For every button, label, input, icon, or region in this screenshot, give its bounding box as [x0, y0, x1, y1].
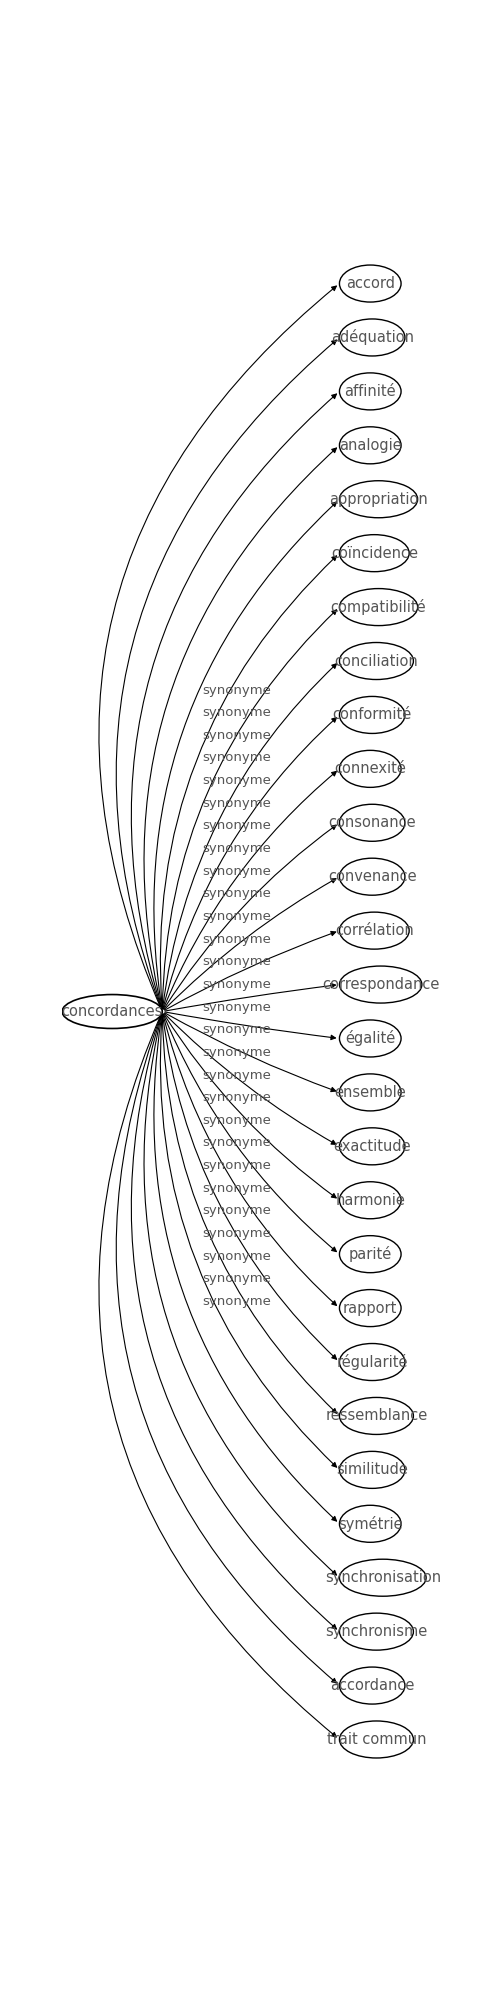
Text: synonyme: synonyme [202, 751, 271, 765]
Text: synonyme: synonyme [202, 1092, 271, 1104]
Text: synonyme: synonyme [202, 1296, 271, 1308]
Text: ensemble: ensemble [334, 1086, 406, 1100]
Text: synonyme: synonyme [202, 1228, 271, 1240]
Text: synonyme: synonyme [202, 1114, 271, 1128]
Text: consonance: consonance [329, 815, 416, 831]
Text: synonyme: synonyme [202, 819, 271, 833]
Text: trait commun: trait commun [327, 1733, 426, 1747]
Text: concordances: concordances [62, 1004, 163, 1020]
Text: exactitude: exactitude [333, 1140, 411, 1154]
Text: correspondance: correspondance [322, 977, 439, 991]
Text: symétrie: symétrie [338, 1516, 403, 1532]
Text: synonyme: synonyme [202, 1250, 271, 1262]
Text: synchronisation: synchronisation [325, 1570, 441, 1584]
Text: synonyme: synonyme [202, 683, 271, 697]
Text: synonyme: synonyme [202, 1136, 271, 1150]
Text: harmonie: harmonie [335, 1192, 405, 1208]
Text: rapport: rapport [343, 1300, 398, 1316]
Text: synonyme: synonyme [202, 955, 271, 967]
Text: accord: accord [346, 276, 395, 290]
Text: synonyme: synonyme [202, 1160, 271, 1172]
Text: conformité: conformité [332, 707, 412, 723]
Text: synonyme: synonyme [202, 1204, 271, 1218]
Text: affinité: affinité [344, 385, 396, 399]
Text: ressemblance: ressemblance [326, 1408, 427, 1424]
Text: synonyme: synonyme [202, 841, 271, 855]
Text: synonyme: synonyme [202, 1046, 271, 1060]
Text: synonyme: synonyme [202, 729, 271, 741]
Text: synonyme: synonyme [202, 909, 271, 923]
Text: synonyme: synonyme [202, 1272, 271, 1286]
Text: similitude: similitude [336, 1462, 408, 1478]
Text: synonyme: synonyme [202, 707, 271, 719]
Text: synonyme: synonyme [202, 1002, 271, 1014]
Text: compatibilité: compatibilité [331, 599, 426, 615]
Text: synchronisme: synchronisme [326, 1624, 427, 1638]
Text: égalité: égalité [345, 1030, 396, 1046]
Text: synonyme: synonyme [202, 797, 271, 809]
Text: coïncidence: coïncidence [331, 545, 418, 561]
Text: adéquation: adéquation [331, 328, 414, 345]
Text: synonyme: synonyme [202, 1068, 271, 1082]
Text: synonyme: synonyme [202, 933, 271, 945]
Text: synonyme: synonyme [202, 887, 271, 899]
Text: accordance: accordance [330, 1679, 414, 1693]
Text: conciliation: conciliation [334, 653, 418, 669]
Text: parité: parité [348, 1246, 392, 1262]
Text: connexité: connexité [334, 761, 406, 777]
Text: appropriation: appropriation [329, 493, 428, 507]
Text: synonyme: synonyme [202, 865, 271, 877]
Text: synonyme: synonyme [202, 773, 271, 787]
Text: analogie: analogie [339, 439, 402, 453]
Text: synonyme: synonyme [202, 1182, 271, 1194]
Text: synonyme: synonyme [202, 1024, 271, 1036]
Text: régularité: régularité [336, 1354, 408, 1370]
Text: corrélation: corrélation [335, 923, 414, 937]
Text: convenance: convenance [328, 869, 416, 883]
Text: synonyme: synonyme [202, 977, 271, 991]
